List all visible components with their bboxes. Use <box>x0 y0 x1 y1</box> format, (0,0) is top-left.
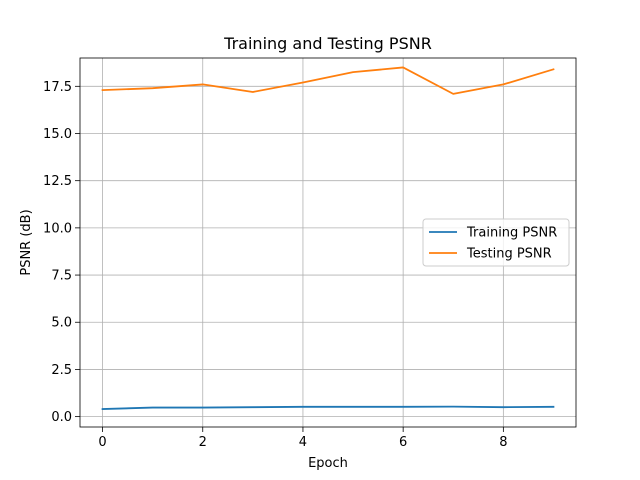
y-tick-label: 10.0 <box>43 221 72 236</box>
series-line-training-psnr <box>101 405 555 410</box>
y-axis-ticks: 0.0 2.5 5.0 7.5 10.0 12.5 15.0 17.5 <box>43 80 80 425</box>
y-tick-label: 5.0 <box>51 316 72 331</box>
series-lines <box>101 66 555 410</box>
x-tick-label: 6 <box>399 435 407 450</box>
legend-box <box>422 218 570 267</box>
y-tick-label: 15.0 <box>43 127 72 142</box>
grid <box>80 58 576 427</box>
legend: Training PSNR Testing PSNR <box>422 218 570 267</box>
x-tick-label: 0 <box>98 435 106 450</box>
x-tick-label: 4 <box>299 435 307 450</box>
x-axis-title: Epoch <box>308 456 348 471</box>
x-tick-label: 8 <box>499 435 507 450</box>
y-tick-label: 12.5 <box>43 174 72 189</box>
y-tick-label: 17.5 <box>43 80 72 95</box>
y-tick-label: 2.5 <box>51 363 72 378</box>
y-tick-label: 0.0 <box>51 410 72 425</box>
legend-label: Testing PSNR <box>466 247 552 262</box>
series-line-testing-psnr <box>101 66 555 95</box>
x-tick-label: 2 <box>199 435 207 450</box>
legend-label: Training PSNR <box>466 226 557 241</box>
y-axis-title: PSNR (dB) <box>19 209 34 275</box>
chart-title: Training and Testing PSNR <box>223 34 432 53</box>
x-axis-ticks: 0 2 4 6 8 <box>98 427 507 450</box>
y-tick-label: 7.5 <box>51 269 72 284</box>
plot-frame <box>79 57 577 428</box>
